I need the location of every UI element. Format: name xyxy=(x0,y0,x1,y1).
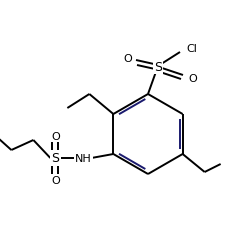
Text: S: S xyxy=(153,60,161,73)
Text: O: O xyxy=(51,131,59,141)
Text: O: O xyxy=(123,54,131,64)
Text: Cl: Cl xyxy=(185,44,196,54)
Text: NH: NH xyxy=(75,153,91,163)
Text: O: O xyxy=(187,74,196,84)
Text: O: O xyxy=(51,175,59,185)
Text: S: S xyxy=(51,152,59,165)
